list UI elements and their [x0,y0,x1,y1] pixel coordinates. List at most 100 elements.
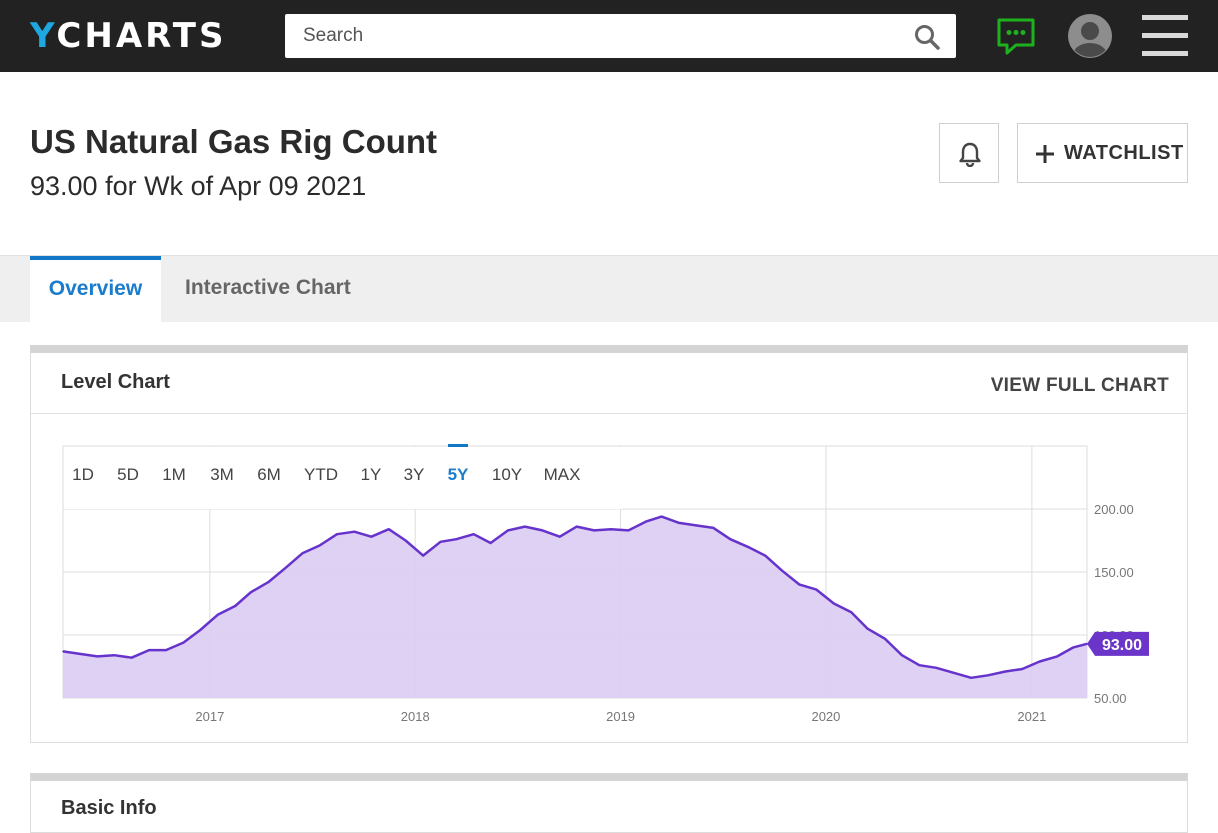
x-tick-label: 2021 [1017,709,1046,724]
range-button-3m[interactable]: 3M [210,465,234,484]
level-chart-title: Level Chart [61,371,170,393]
y-tick-label: 200.00 [1094,502,1134,517]
tab-interactive-chart[interactable]: Interactive Chart [185,276,351,299]
data-point [284,567,287,570]
last-value-label: 93.00 [1102,637,1142,654]
data-point [884,637,886,640]
data-point [610,528,612,530]
card-divider [31,413,1187,414]
data-point [712,527,715,529]
range-button-1m[interactable]: 1M [162,465,186,484]
level-chart-plot[interactable]: 200.00150.00100.0050.0020172018201920202… [31,353,1187,743]
data-point [918,664,921,667]
data-point [182,641,185,644]
data-point [678,522,680,524]
data-point [1004,670,1007,673]
data-point [507,529,509,532]
level-chart-card: Level Chart VIEW FULL CHART 200.00 150.00… [30,345,1188,743]
latest-value-summary: 93.00 for Wk of Apr 09 2021 [30,171,367,201]
data-point [1072,646,1074,649]
data-point [833,602,835,605]
data-point [952,672,955,674]
x-tick-label: 2020 [811,709,840,724]
y-tick-label: 150.00 [1094,565,1134,580]
data-point [695,524,697,527]
range-button-6m[interactable]: 6M [257,465,281,484]
plus-icon [1036,145,1054,163]
x-tick-label: 2017 [195,709,224,724]
data-point [541,529,544,532]
x-tick-label: 2019 [606,709,635,724]
data-point [455,538,458,541]
range-button-5y[interactable]: 5Y [448,465,469,484]
user-avatar-icon[interactable] [1067,13,1113,59]
range-button-3y[interactable]: 3Y [404,465,425,484]
search-box[interactable] [285,14,956,58]
range-button-1d[interactable]: 1D [72,465,94,484]
data-point [234,605,236,607]
ycharts-logo[interactable]: YCHARTS [30,16,226,56]
data-point [472,533,475,535]
last-value-flag [1087,631,1149,656]
data-point [935,666,938,669]
range-selector: 1D 5D 1M 3M 6M YTD 1Y 3Y 5Y 10Y MAX [64,444,622,509]
data-point [746,546,749,548]
data-point [301,552,304,554]
data-point [216,614,219,616]
data-point [267,581,270,583]
range-button-max[interactable]: MAX [544,465,581,484]
search-icon[interactable] [914,24,940,50]
logo-wordmark: CHARTS [56,16,227,56]
data-point [764,554,766,557]
data-point [96,655,99,658]
basic-info-card: Basic Info [30,773,1188,833]
data-point [627,529,630,532]
data-point [645,520,647,523]
data-point [130,656,133,659]
range-button-ytd[interactable]: YTD [304,465,338,484]
watchlist-label: WATCHLIST [1064,142,1184,164]
page-title: US Natural Gas Rig Count [30,123,438,160]
data-point [850,611,853,614]
y-tick-label: 50.00 [1094,691,1127,706]
data-point [781,569,783,572]
range-button-1y[interactable]: 1Y [361,465,382,484]
range-button-10y[interactable]: 10Y [492,465,522,484]
data-point [575,525,578,528]
data-point [1038,660,1041,663]
hamburger-menu-icon[interactable] [1142,15,1188,57]
data-point [815,588,818,591]
data-point [79,653,81,655]
x-tick-label: 2018 [401,709,430,724]
data-point [559,535,561,538]
data-point [404,539,407,542]
active-range-indicator [448,444,468,447]
data-point [336,533,338,535]
create-alert-button[interactable] [939,123,999,183]
search-input[interactable] [285,14,885,58]
view-full-chart-link[interactable]: VIEW FULL CHART [990,375,1169,396]
data-point [1021,668,1024,670]
chat-icon[interactable] [996,17,1036,55]
top-navigation-bar: YCHARTS [0,0,1218,72]
bell-icon [959,142,981,167]
tab-overview[interactable]: Overview [30,256,161,322]
data-point [866,627,869,630]
data-point [1056,655,1058,658]
logo-y-letter: Y [30,16,57,56]
data-point [370,535,373,538]
data-point [798,583,801,586]
data-point [729,538,732,541]
data-point [901,654,903,656]
data-point [62,650,64,653]
add-to-watchlist-button[interactable]: WATCHLIST [1017,123,1188,183]
series-area [63,516,1087,698]
data-point [148,649,150,651]
data-point [593,529,595,532]
data-point [439,540,442,543]
data-point [970,677,972,679]
data-point [987,674,989,677]
data-point [489,542,492,544]
range-button-5d[interactable]: 5D [117,465,139,484]
data-point [199,629,202,631]
